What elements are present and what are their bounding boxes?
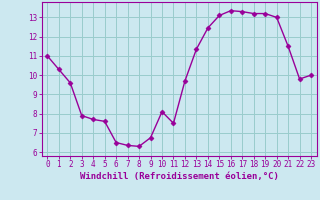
X-axis label: Windchill (Refroidissement éolien,°C): Windchill (Refroidissement éolien,°C) [80,172,279,181]
